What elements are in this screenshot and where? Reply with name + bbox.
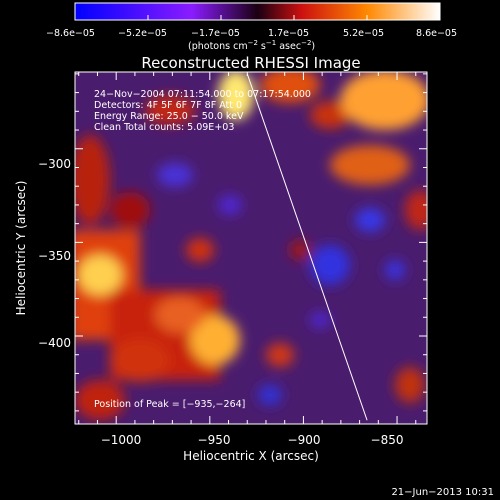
peak-position-text: Position of Peak = [−935,−264] xyxy=(94,399,245,410)
colorbar-tick-label: −1.7e−05 xyxy=(191,28,240,39)
counts-text: Clean Total counts: 5.09E+03 xyxy=(94,122,234,133)
x-tick-label: −950 xyxy=(198,433,231,447)
colorbar-gradient xyxy=(74,2,441,21)
y-tick-label: −300 xyxy=(38,157,71,171)
chart-title: Reconstructed RHESSI Image xyxy=(141,54,360,72)
colorbar: −8.6e−05 −5.2e−05 −1.7e−05 1.7e−05 5.2e−… xyxy=(46,2,457,52)
y-tick-label: −350 xyxy=(38,249,71,263)
x-axis-ticks xyxy=(78,72,417,424)
x-tick-label: −1000 xyxy=(101,433,142,447)
colorbar-tick-label: −8.6e−05 xyxy=(46,28,95,39)
colorbar-tick-label: 5.2e−05 xyxy=(343,28,384,39)
footer-date: 21−Jun−2013 10:31 xyxy=(391,487,494,498)
colorbar-ticks xyxy=(74,15,441,20)
y-axis-ticks xyxy=(75,73,427,412)
time-range-text: 24−Nov−2004 07:11:54.000 to 07:17:54.000 xyxy=(94,89,311,100)
detectors-text: Detectors: 4F 5F 6F 7F 8F Att 0 xyxy=(94,100,242,111)
x-tick-label: −850 xyxy=(371,433,404,447)
solar-limb-line xyxy=(246,73,368,421)
x-axis-label: Heliocentric X (arcsec) xyxy=(183,449,319,463)
colorbar-tick-label: −5.2e−05 xyxy=(118,28,167,39)
x-tick-label: −900 xyxy=(288,433,321,447)
energy-range-text: Energy Range: 25.0 − 50.0 keV xyxy=(94,111,244,122)
heatmap-image xyxy=(75,72,427,424)
colorbar-units: (photons cm−2 s−1 asec−2) xyxy=(188,39,315,52)
colorbar-tick-label: 1.7e−05 xyxy=(268,28,309,39)
colorbar-tick-label: 8.6e−05 xyxy=(416,28,457,39)
image-overlay xyxy=(246,73,368,421)
y-axis-label: Heliocentric Y (arcsec) xyxy=(14,181,28,316)
y-tick-label: −400 xyxy=(38,336,71,350)
plot-frame xyxy=(74,71,428,425)
